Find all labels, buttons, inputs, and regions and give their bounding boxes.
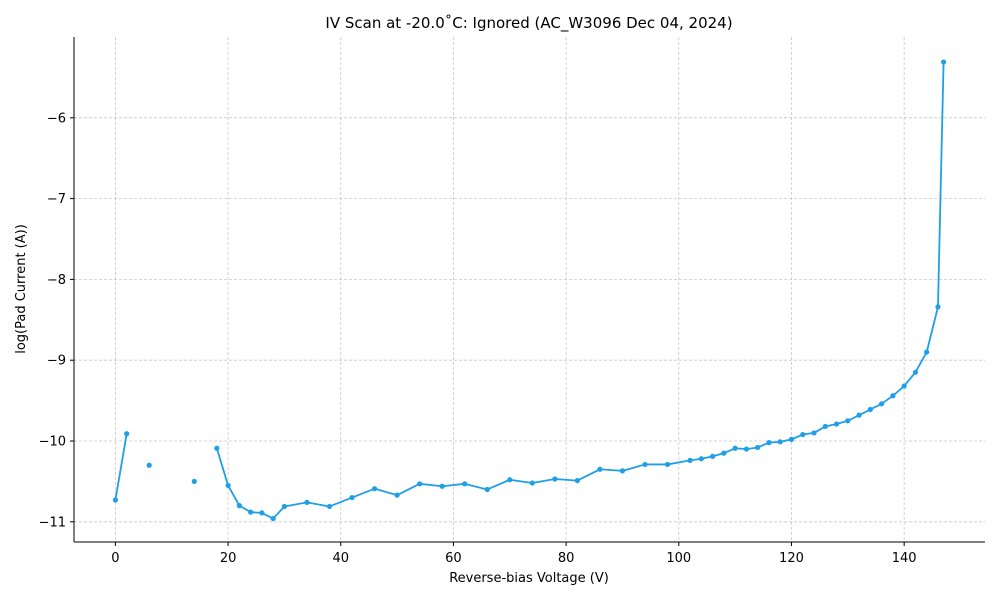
y-tick-label: −9: [47, 354, 66, 369]
axes-spines: [73, 37, 985, 543]
y-tick-label: −11: [39, 515, 66, 530]
data-point: [191, 478, 197, 484]
data-point: [912, 369, 919, 375]
data-point: [417, 481, 423, 487]
data-point: [845, 418, 851, 424]
data-point: [890, 393, 896, 399]
data-point: [304, 499, 310, 506]
y-tick-label: −8: [47, 273, 66, 288]
y-axis-label: log(Pad Current (A)): [14, 224, 29, 354]
data-point: [811, 430, 817, 436]
data-point: [642, 461, 648, 468]
data-point: [664, 461, 671, 468]
data-point: [552, 476, 558, 482]
data-point: [856, 412, 862, 418]
data-point: [507, 477, 513, 483]
data-point: [788, 436, 795, 442]
x-tick-label: 100: [666, 551, 691, 566]
data-point: [879, 401, 885, 407]
data-point: [248, 509, 254, 515]
data-point: [124, 431, 130, 437]
data-point: [698, 456, 704, 462]
data-point: [259, 510, 265, 516]
x-tick-label: 60: [445, 551, 462, 566]
series-iv-curve: [112, 59, 947, 522]
data-point: [766, 440, 772, 446]
y-tick-label: −6: [47, 111, 66, 126]
data-point: [371, 486, 378, 492]
x-axis-ticks: 0 20 40 60 80 100 120 140: [111, 542, 917, 566]
data-point: [822, 423, 828, 430]
y-tick-label: −7: [47, 192, 66, 207]
data-point: [777, 439, 783, 445]
data-point: [326, 503, 333, 510]
data-point: [924, 349, 930, 355]
x-tick-label: 140: [892, 551, 917, 566]
data-point: [214, 445, 220, 451]
x-tick-label: 40: [332, 551, 349, 566]
data-point: [619, 468, 626, 474]
grid-lines: [74, 37, 985, 542]
x-tick-label: 0: [111, 551, 119, 566]
x-tick-label: 20: [220, 551, 237, 566]
series-line-segment: [114, 433, 128, 501]
data-point: [833, 421, 840, 427]
data-point: [462, 481, 468, 487]
data-point: [935, 304, 941, 310]
data-point: [755, 444, 761, 451]
data-point: [349, 494, 355, 501]
data-point: [574, 477, 580, 484]
x-axis-label: Reverse-bias Voltage (V): [449, 571, 609, 586]
data-point: [225, 482, 231, 489]
data-point: [721, 450, 727, 456]
data-point: [236, 503, 242, 509]
data-point: [867, 406, 873, 413]
data-point: [710, 453, 716, 459]
data-point: [901, 383, 907, 389]
y-axis-ticks: −11 −10 −9 −8 −7 −6: [39, 111, 74, 530]
y-tick-label: −10: [39, 435, 66, 450]
series-line-segment: [215, 62, 945, 520]
data-point: [270, 515, 276, 522]
data-point: [146, 462, 152, 468]
data-point: [743, 446, 750, 452]
data-point: [800, 431, 806, 438]
x-tick-label: 80: [558, 551, 575, 566]
data-point: [529, 480, 535, 486]
data-point: [940, 59, 947, 65]
chart-title: IV Scan at -20.0˚C: Ignored (AC_W3096 De…: [325, 14, 732, 33]
data-point: [394, 492, 400, 498]
data-point: [732, 445, 738, 451]
data-point: [484, 486, 490, 493]
data-point: [281, 503, 288, 510]
data-point: [439, 483, 445, 489]
x-tick-label: 120: [779, 551, 804, 566]
data-point: [597, 466, 603, 472]
data-point: [687, 457, 693, 463]
data-point: [112, 497, 119, 503]
